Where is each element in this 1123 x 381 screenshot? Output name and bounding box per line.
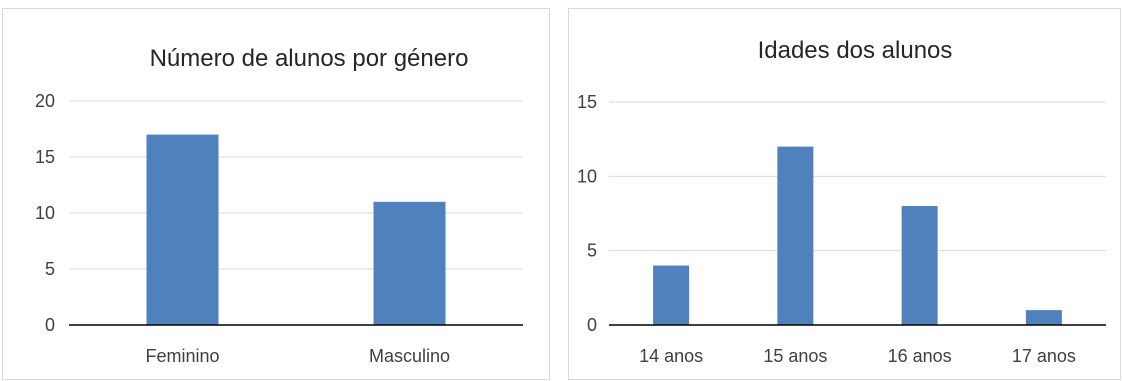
- y-tick-label: 10: [577, 166, 597, 186]
- y-tick-label: 0: [45, 315, 55, 335]
- x-tick-label: 14 anos: [639, 346, 703, 366]
- chart-title: Número de alunos por género: [150, 45, 469, 72]
- x-tick-label: 15 anos: [763, 346, 827, 366]
- bar: [1025, 310, 1062, 325]
- gender-chart-panel: Número de alunos por género 0 5 10 15 20 Femi…: [2, 8, 550, 380]
- y-tick-label: 0: [587, 315, 597, 335]
- x-tick-label: 16 anos: [888, 346, 952, 366]
- age-bar-chart: Idades dos alunos 0 5 10 15 14 anos 15 anos 16…: [577, 37, 1106, 366]
- chart-title: Idades dos alunos: [758, 37, 953, 64]
- y-tick-label: 10: [35, 203, 55, 223]
- bar: [777, 146, 814, 325]
- x-tick-label: 17 anos: [1012, 346, 1076, 366]
- bar: [901, 206, 938, 325]
- y-tick-label: 5: [45, 259, 55, 279]
- x-tick-label: Masculino: [369, 346, 450, 366]
- y-tick-label: 15: [35, 147, 55, 167]
- gender-bar-chart: Número de alunos por género 0 5 10 15 20 Femi…: [35, 45, 523, 366]
- age-chart-panel: Idades dos alunos 0 5 10 15 14 anos 15 anos 16…: [568, 8, 1121, 380]
- y-tick-label: 5: [587, 241, 597, 261]
- bar: [373, 201, 446, 325]
- y-tick-label: 15: [577, 92, 597, 112]
- y-tick-label: 20: [35, 91, 55, 111]
- bar: [146, 134, 219, 325]
- bar: [653, 265, 690, 325]
- x-tick-label: Feminino: [145, 346, 219, 366]
